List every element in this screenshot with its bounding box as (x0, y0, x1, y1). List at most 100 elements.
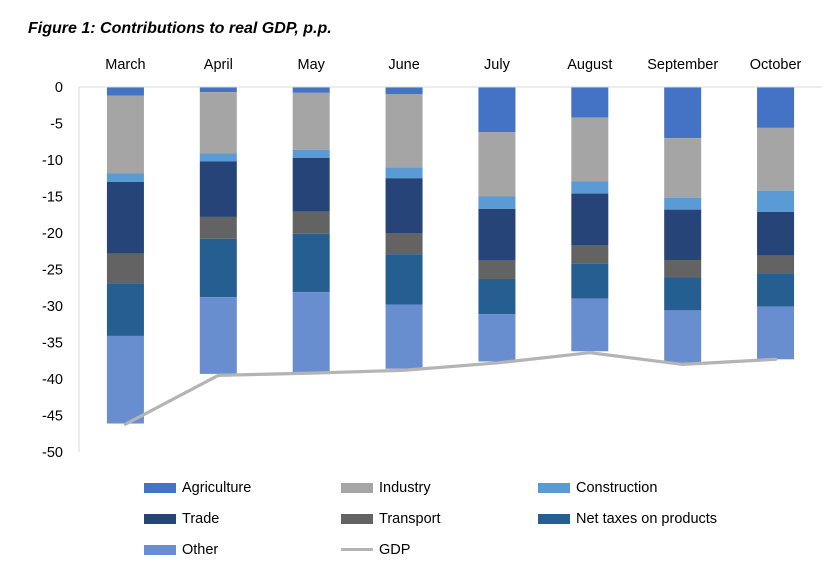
bar-industry-october (757, 127, 795, 191)
bar-trade-march (106, 181, 144, 254)
bar-industry-june (385, 94, 423, 168)
x-tick-label-may: May (297, 57, 325, 73)
legend-item-agriculture: Agriculture (144, 478, 341, 497)
bar-industry-august (571, 117, 609, 182)
bar-other-august (571, 298, 609, 352)
legend-swatch-agriculture (144, 482, 176, 493)
bar-construction-june (385, 167, 423, 179)
x-tick-label-october: October (750, 57, 802, 73)
bar-net-taxes-on-products-june (385, 254, 423, 305)
bar-agriculture-august (571, 87, 609, 118)
stacked-bar-chart: 0 -5 -10 -15 -20 -25 -30 -35 -40 -45 -50 March April… (42, 57, 822, 461)
bar-agriculture-march (106, 87, 144, 96)
bar-transport-may (292, 211, 330, 234)
x-tick-label-march: March (105, 57, 145, 73)
bar-transport-july (478, 260, 516, 279)
bar-trade-august (571, 193, 609, 246)
bar-industry-april (199, 92, 237, 154)
chart-legend: Agriculture Industry Construction Trade Tran… (144, 478, 804, 559)
bar-construction-april (199, 153, 237, 162)
bar-other-june (385, 304, 423, 369)
bar-construction-august (571, 181, 609, 194)
bar-net-taxes-on-products-may (292, 233, 330, 293)
legend-label-transport: Transport (379, 510, 441, 527)
y-tick-label: -35 (42, 336, 63, 352)
bar-agriculture-april (199, 87, 237, 93)
legend-swatch-construction (538, 482, 570, 493)
bar-net-taxes-on-products-april (199, 238, 237, 298)
bar-transport-june (385, 233, 423, 255)
legend-swatch-industry (341, 482, 373, 493)
legend-label-gdp: GDP (379, 541, 411, 558)
bar-transport-april (199, 216, 237, 239)
bar-construction-march (106, 173, 144, 182)
bar-net-taxes-on-products-september (664, 277, 702, 311)
bar-agriculture-september (664, 87, 702, 139)
x-tick-label-june: June (388, 57, 419, 73)
y-tick-label: 0 (55, 80, 63, 96)
x-tick-label-july: July (484, 57, 511, 73)
bar-trade-may (292, 157, 330, 212)
bar-construction-september (664, 197, 702, 210)
bar-industry-september (664, 138, 702, 198)
legend-label-other: Other (182, 541, 219, 558)
legend-item-other: Other (144, 540, 341, 559)
legend-label-agriculture: Agriculture (182, 479, 252, 496)
legend-item-gdp: GDP (341, 540, 538, 559)
legend-swatch-net-taxes-on-products (538, 513, 570, 524)
bar-other-october (757, 306, 795, 360)
y-tick-label: -5 (50, 117, 63, 133)
y-tick-label: -50 (42, 445, 63, 461)
y-tick-label: -15 (42, 190, 63, 206)
bar-transport-march (106, 253, 144, 284)
legend-label-construction: Construction (576, 479, 658, 496)
legend-item-net-taxes-on-products: Net taxes on products (538, 509, 778, 528)
bar-net-taxes-on-products-march (106, 283, 144, 336)
y-tick-label: -25 (42, 263, 63, 279)
bar-other-april (199, 297, 237, 374)
legend-label-industry: Industry (379, 479, 431, 496)
bar-industry-may (292, 92, 330, 150)
bar-agriculture-may (292, 87, 330, 93)
legend-label-trade: Trade (182, 510, 220, 527)
y-tick-label: -20 (42, 226, 63, 242)
bar-trade-october (757, 211, 795, 256)
x-tick-label-april: April (204, 57, 233, 73)
y-tick-label: -10 (42, 153, 63, 169)
legend-swatch-gdp (341, 548, 373, 551)
line-gdp (123, 351, 778, 426)
legend-swatch-trade (144, 513, 176, 524)
bar-agriculture-october (757, 87, 795, 128)
legend-item-industry: Industry (341, 478, 538, 497)
bar-trade-september (664, 209, 702, 261)
bar-other-march (106, 335, 144, 424)
bar-construction-may (292, 149, 330, 158)
x-tick-label-august: August (567, 57, 612, 73)
legend-item-trade: Trade (144, 509, 341, 528)
bar-net-taxes-on-products-august (571, 263, 609, 299)
bar-transport-august (571, 245, 609, 264)
bar-other-may (292, 292, 330, 373)
bar-trade-july (478, 208, 516, 261)
bar-construction-july (478, 196, 516, 209)
y-tick-label: -40 (42, 372, 63, 388)
bar-other-july (478, 314, 516, 362)
y-tick-label: -45 (42, 409, 63, 425)
legend-label-net-taxes-on-products: Net taxes on products (576, 510, 718, 527)
bar-transport-september (664, 260, 702, 278)
bar-other-september (664, 310, 702, 363)
y-tick-label: -30 (42, 299, 63, 315)
bar-industry-march (106, 95, 144, 174)
bar-industry-july (478, 132, 516, 197)
legend-item-transport: Transport (341, 509, 538, 528)
legend-swatch-transport (341, 513, 373, 524)
bar-construction-october (757, 190, 795, 212)
bar-trade-june (385, 178, 423, 233)
bar-agriculture-june (385, 87, 423, 95)
legend-swatch-other (144, 544, 176, 555)
figure-title: Figure 1: Contributions to real GDP, p.p… (28, 20, 332, 37)
bar-transport-october (757, 255, 795, 274)
bar-trade-april (199, 161, 237, 217)
bar-net-taxes-on-products-july (478, 278, 516, 315)
bar-agriculture-july (478, 87, 516, 133)
